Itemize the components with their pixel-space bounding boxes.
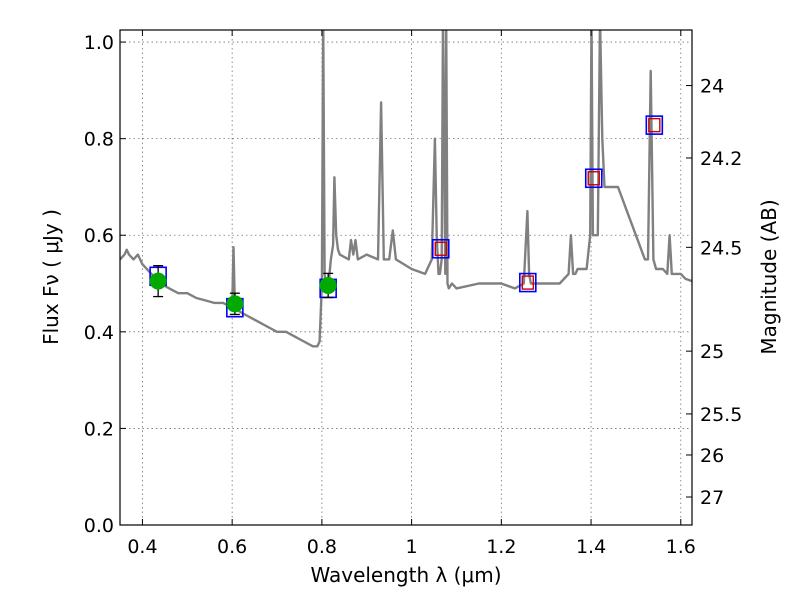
y-axis-label: Flux Fν ( μJy ) [39,209,63,345]
right-tick-label: 25 [700,341,724,363]
model-blue-square [519,272,537,293]
grid [120,30,692,526]
x-tick-label: 1.4 [576,536,606,558]
right-axis-label: Magnitude (AB) [757,199,781,354]
right-tick-label: 24.2 [700,148,742,170]
right-tick-label: 24 [700,76,724,98]
model-red-square [648,117,661,133]
plot-area [120,30,692,348]
right-tick-label: 25.5 [700,404,742,426]
x-tick-label: 1.2 [486,536,516,558]
x-tick-label: 1 [406,536,418,558]
model-red-square [521,275,535,290]
model-blue-square [584,168,603,189]
x-tick-label: 0.6 [217,536,247,558]
x-tick-label: 0.4 [127,536,157,558]
model-blue-square [431,238,450,259]
observed-point [226,295,244,313]
model-red-square [434,241,447,256]
right-tick-label: 27 [700,487,724,509]
y-axis-right: 24 24.2 24.5 25 25.5 26 27 [686,76,742,509]
y-tick-label: 0.6 [84,225,114,247]
model-red-square [587,171,600,186]
y-tick-label: 1.0 [84,32,114,54]
y-tick-label: 0.0 [84,515,114,537]
x-tick-label: 0.8 [307,536,337,558]
y-tick-label: 0.4 [84,322,114,344]
sed-model-line [120,30,692,348]
observed-point [319,276,337,294]
right-tick-label: 24.5 [700,237,742,259]
x-axis: 0.4 0.6 0.8 1 1.2 1.4 1.6 [127,30,696,558]
model-blue-square [645,115,664,135]
x-axis-label: Wavelength λ (μm) [310,563,501,587]
x-tick-label: 1.6 [666,536,696,558]
y-axis-left: 0.0 0.2 0.4 0.6 0.8 1.0 [84,32,126,537]
y-tick-label: 0.2 [84,418,114,440]
observed-point [149,272,167,290]
y-tick-label: 0.8 [84,129,114,151]
plot-frame [119,29,693,526]
right-tick-label: 26 [700,445,724,467]
